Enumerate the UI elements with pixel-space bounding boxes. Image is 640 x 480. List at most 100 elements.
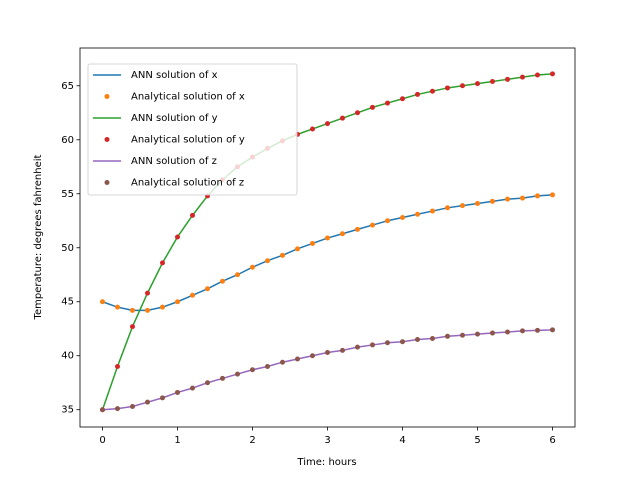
x-axis-label: Time: hours xyxy=(296,457,356,468)
data-point xyxy=(415,91,420,97)
data-point xyxy=(460,332,465,338)
data-point xyxy=(460,203,465,209)
data-point xyxy=(145,307,150,313)
y-tick-label: 35 xyxy=(61,405,74,416)
x-tick-label: 0 xyxy=(99,435,105,446)
data-point xyxy=(385,340,390,346)
data-point xyxy=(400,339,405,345)
data-point xyxy=(130,324,135,330)
series-line xyxy=(102,194,553,312)
data-point xyxy=(160,260,165,266)
data-point xyxy=(475,331,480,337)
data-point xyxy=(370,104,375,110)
legend-label: Analytical solution of x xyxy=(131,92,245,103)
data-point xyxy=(190,212,195,218)
data-point xyxy=(550,71,555,77)
data-point xyxy=(385,218,390,224)
data-point xyxy=(175,234,180,240)
data-point xyxy=(205,286,210,292)
legend-label: ANN solution of z xyxy=(131,156,217,167)
data-point xyxy=(505,76,510,82)
data-point xyxy=(520,74,525,80)
data-point xyxy=(550,327,555,333)
y-tick-label: 65 xyxy=(61,81,74,92)
x-tick-label: 3 xyxy=(324,435,330,446)
data-point xyxy=(205,380,210,386)
y-tick-label: 40 xyxy=(61,351,74,362)
y-tick-label: 60 xyxy=(61,135,74,146)
data-point xyxy=(445,333,450,339)
data-point xyxy=(430,88,435,94)
data-point xyxy=(370,342,375,348)
y-tick-label: 45 xyxy=(61,297,74,308)
series-line xyxy=(102,329,553,411)
legend-label: ANN solution of x xyxy=(131,70,218,81)
legend-swatch xyxy=(104,94,110,99)
data-point xyxy=(130,307,135,313)
data-point xyxy=(265,364,270,370)
x-tick-label: 5 xyxy=(474,435,480,446)
data-point xyxy=(250,367,255,373)
data-point xyxy=(355,226,360,232)
data-point xyxy=(520,195,525,201)
data-point xyxy=(505,329,510,335)
data-point xyxy=(295,356,300,362)
data-point xyxy=(355,110,360,116)
data-point xyxy=(280,252,285,258)
x-tick-label: 1 xyxy=(174,435,180,446)
data-point xyxy=(505,196,510,202)
data-point xyxy=(115,364,120,370)
legend-label: Analytical solution of y xyxy=(131,135,245,146)
data-point xyxy=(250,264,255,270)
data-point xyxy=(415,337,420,343)
data-point xyxy=(475,200,480,206)
data-point xyxy=(340,115,345,121)
x-tick-label: 4 xyxy=(399,435,405,446)
data-point xyxy=(310,126,315,132)
data-point xyxy=(535,193,540,199)
legend-label: Analytical solution of z xyxy=(131,178,244,189)
data-point xyxy=(235,272,240,278)
data-point xyxy=(100,407,105,413)
legend-label: ANN solution of y xyxy=(131,113,218,124)
data-point xyxy=(415,211,420,217)
data-point xyxy=(175,389,180,395)
data-point xyxy=(535,327,540,333)
data-point xyxy=(400,96,405,102)
y-tick-label: 55 xyxy=(61,189,74,200)
data-point xyxy=(295,246,300,252)
x-tick-label: 2 xyxy=(249,435,255,446)
data-point xyxy=(160,395,165,401)
data-point xyxy=(445,85,450,91)
data-point xyxy=(145,290,150,296)
data-point xyxy=(310,353,315,359)
data-point xyxy=(325,235,330,241)
y-tick-label: 50 xyxy=(61,243,74,254)
data-point xyxy=(400,215,405,221)
data-point xyxy=(475,81,480,87)
data-point xyxy=(520,328,525,334)
data-point xyxy=(235,371,240,377)
data-point xyxy=(535,72,540,78)
data-point xyxy=(190,292,195,298)
data-point xyxy=(490,330,495,336)
data-point xyxy=(280,359,285,365)
data-point xyxy=(115,304,120,310)
data-point xyxy=(430,208,435,214)
data-point xyxy=(385,100,390,106)
data-point xyxy=(325,349,330,355)
data-point xyxy=(265,258,270,264)
data-point xyxy=(145,399,150,405)
x-tick-label: 6 xyxy=(549,435,555,446)
legend-swatch xyxy=(104,180,110,185)
legend-box xyxy=(87,63,298,196)
data-point xyxy=(340,347,345,353)
data-point xyxy=(460,83,465,89)
data-point xyxy=(490,78,495,84)
data-point xyxy=(370,222,375,228)
y-axis-label: Temperature: degrees fahrenheit xyxy=(33,154,44,320)
data-point xyxy=(190,385,195,391)
data-point xyxy=(100,299,105,305)
